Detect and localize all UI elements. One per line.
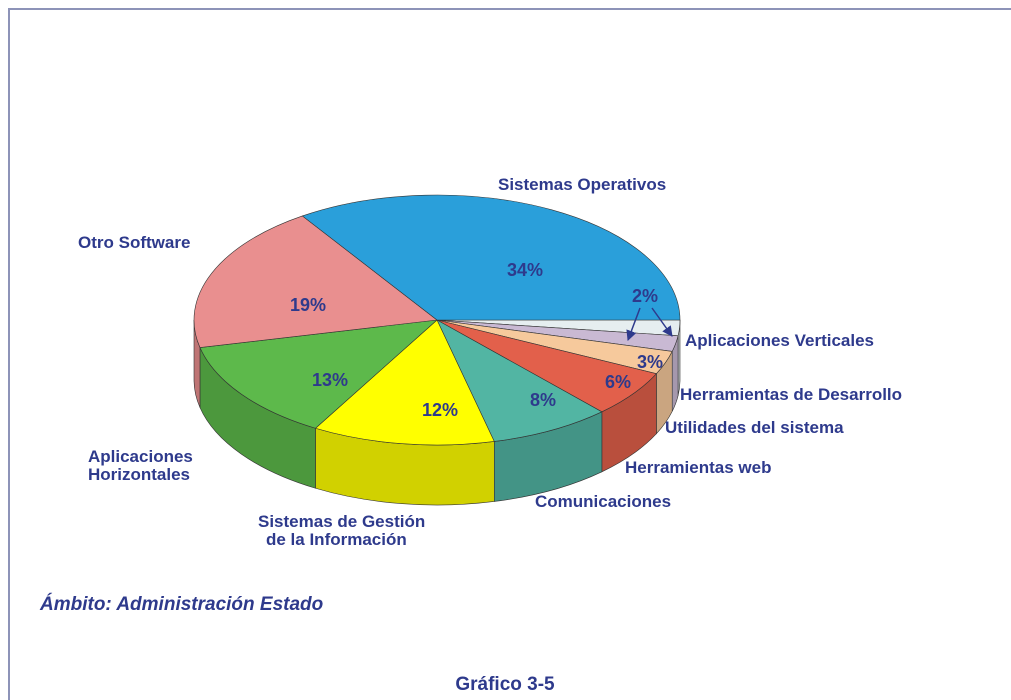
slice-label-line: Sistemas de Gestión (258, 512, 425, 531)
slice-label: Aplicaciones Verticales (685, 331, 874, 350)
slice-label-line: de la Información (266, 530, 407, 549)
value-label: 13% (312, 370, 348, 390)
slice-label: Comunicaciones (535, 492, 671, 511)
slice (193, 215, 438, 348)
annotation: Ámbito: Administración Estado (39, 593, 323, 615)
caption: Gráfico 3-5 (455, 674, 555, 695)
value-label: 2% (632, 286, 658, 306)
slice-label: Herramientas de Desarrollo (680, 385, 902, 404)
value-label: 34% (507, 260, 543, 280)
slice-label: Otro Software (78, 233, 190, 252)
slice-label: Utilidades del sistema (665, 418, 844, 437)
value-label: 19% (290, 295, 326, 315)
slice-label: Sistemas de Gestión de la Información (258, 512, 425, 549)
slice (314, 319, 495, 446)
leader-arrow (626, 307, 641, 341)
slice (199, 319, 438, 429)
value-label: 8% (530, 390, 556, 410)
value-label: 12% (422, 400, 458, 420)
slice-label-line: Aplicaciones (88, 447, 193, 466)
slice-label: Herramientas web (625, 458, 771, 477)
slice-label: Aplicaciones Horizontales (88, 447, 193, 484)
slice-label-line: Horizontales (88, 465, 190, 484)
leader-arrow (651, 307, 673, 337)
slice-label: Sistemas Operativos (498, 175, 666, 194)
slice (436, 319, 603, 442)
slice (301, 194, 681, 321)
value-label: 3% (637, 352, 663, 372)
frame (8, 8, 1011, 700)
value-label: 6% (605, 372, 631, 392)
pie: Aplicaciones Verticales 2% Herramientas de… (78, 175, 902, 549)
